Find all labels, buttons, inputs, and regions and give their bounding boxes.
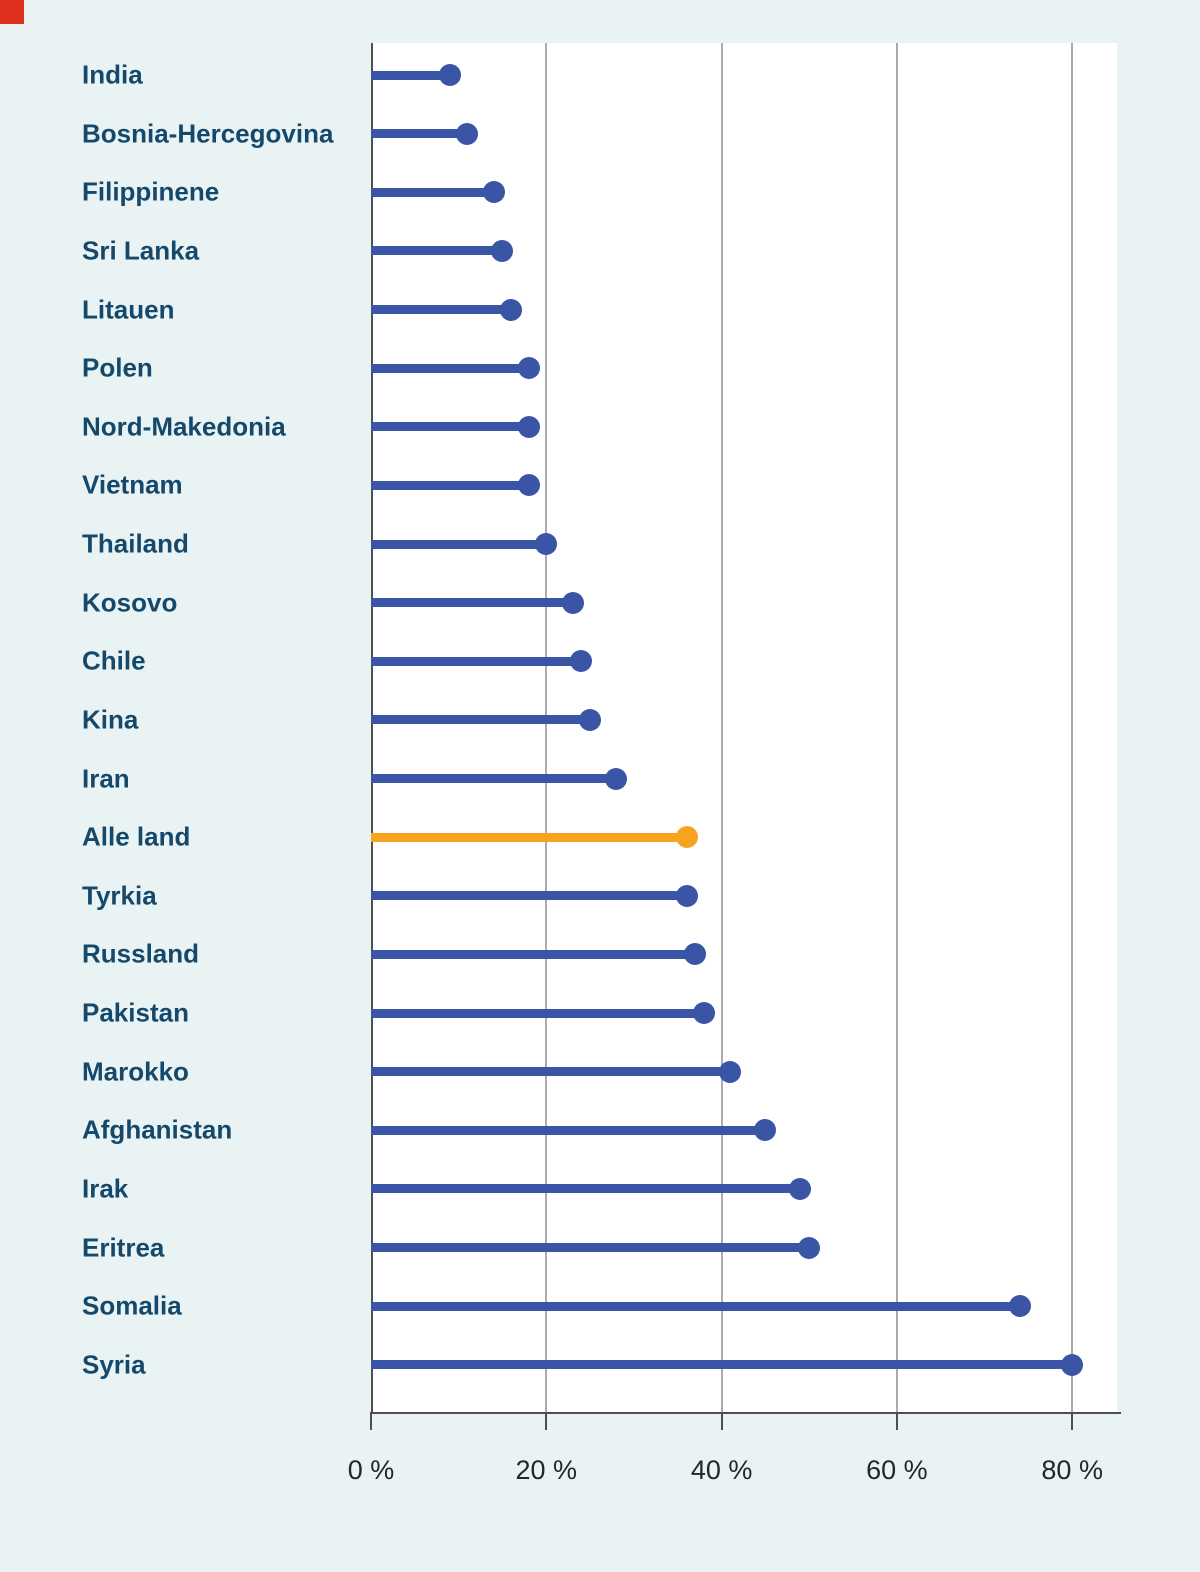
category-label: Marokko [82,1056,189,1087]
category-label: Somalia [82,1290,182,1321]
category-label: Filippinene [82,176,220,207]
category-label: Thailand [82,528,189,559]
lollipop-dot [535,533,558,556]
lollipop-stem [371,715,591,725]
lollipop-stem [371,305,512,315]
plot-area [371,43,1117,1412]
category-label: Kosovo [82,587,178,618]
lollipop-stem [371,246,503,256]
lollipop-dot [754,1119,777,1142]
lollipop-dot [1008,1295,1031,1318]
lollipop-stem [371,832,687,842]
lollipop-stem [371,1243,810,1253]
x-axis-tick-label: 20 % [515,1455,578,1485]
lollipop-stem [371,891,687,901]
lollipop-dot [675,826,698,849]
lollipop-stem [371,1184,801,1194]
category-label: Tyrkia [82,880,157,911]
lollipop-dot [579,708,602,731]
category-label: Chile [82,645,146,676]
lollipop-dot [570,650,593,673]
category-label: Nord-Makedonia [82,411,286,442]
category-label: Vietnam [82,469,183,500]
category-label: Alle land [82,821,191,852]
category-label: Kina [82,704,139,735]
category-label: Syria [82,1349,146,1380]
lollipop-dot [561,591,584,614]
lollipop-stem [371,1301,1020,1311]
gridline [895,43,898,1412]
x-axis-tick-label: 80 % [1041,1455,1103,1485]
x-axis-tick [545,1412,548,1430]
x-axis-tick [720,1412,723,1430]
lollipop-dot [517,357,540,380]
gridline [720,43,723,1412]
lollipop-stem [371,1067,731,1077]
category-label: Pakistan [82,997,189,1028]
lollipop-dot [798,1236,821,1259]
lollipop-stem [371,187,494,197]
lollipop-dot [1061,1353,1084,1376]
lollipop-dot [719,1060,742,1083]
x-axis-tick [895,1412,898,1430]
category-label: Litauen [82,294,175,325]
lollipop-dot [517,415,540,438]
lollipop-stem [371,1125,766,1135]
lollipop-stem [371,129,468,139]
lollipop-dot [438,64,461,86]
lollipop-stem [371,539,547,549]
lollipop-dot [482,181,505,204]
y-axis-line [371,43,373,1412]
category-label: India [82,59,143,90]
category-label: Bosnia-Hercegovina [82,118,334,149]
x-axis-tick-label: 0 % [347,1455,395,1485]
category-label: Sri Lanka [82,235,200,266]
lollipop-stem [371,656,582,666]
lollipop-dot [605,767,628,790]
x-axis-line [371,1412,1121,1414]
category-label: Polen [82,352,153,383]
gridline [545,43,548,1412]
lollipop-dot [500,298,523,321]
lollipop-dot [517,474,540,497]
lollipop-dot [789,1177,812,1200]
lollipop-stem [371,774,617,784]
category-label: Iran [82,763,130,794]
lollipop-dot [675,884,698,907]
lollipop-stem [371,480,529,490]
lollipop-dot [693,1002,716,1025]
lollipop-stem [371,422,529,432]
lollipop-stem [371,1008,705,1018]
x-axis-tick-label: 40 % [690,1455,753,1485]
gridline [1071,43,1074,1412]
lollipop-stem [371,363,529,373]
lollipop-stem [371,949,696,959]
x-axis-tick-label: 60 % [866,1455,928,1485]
lollipop-stem [371,1360,1073,1370]
x-axis-tick [1071,1412,1074,1430]
lollipop-dot [491,239,514,262]
category-label: Irak [82,1173,129,1204]
category-label: Russland [82,938,200,969]
lollipop-dot [684,943,707,966]
category-label: Afghanistan [82,1114,233,1145]
category-label: Eritrea [82,1232,165,1263]
x-axis-tick [370,1412,372,1430]
lollipop-dot [456,122,479,145]
lollipop-stem [371,70,450,80]
lollipop-stem [371,598,573,608]
brand-corner-mark [0,0,24,24]
